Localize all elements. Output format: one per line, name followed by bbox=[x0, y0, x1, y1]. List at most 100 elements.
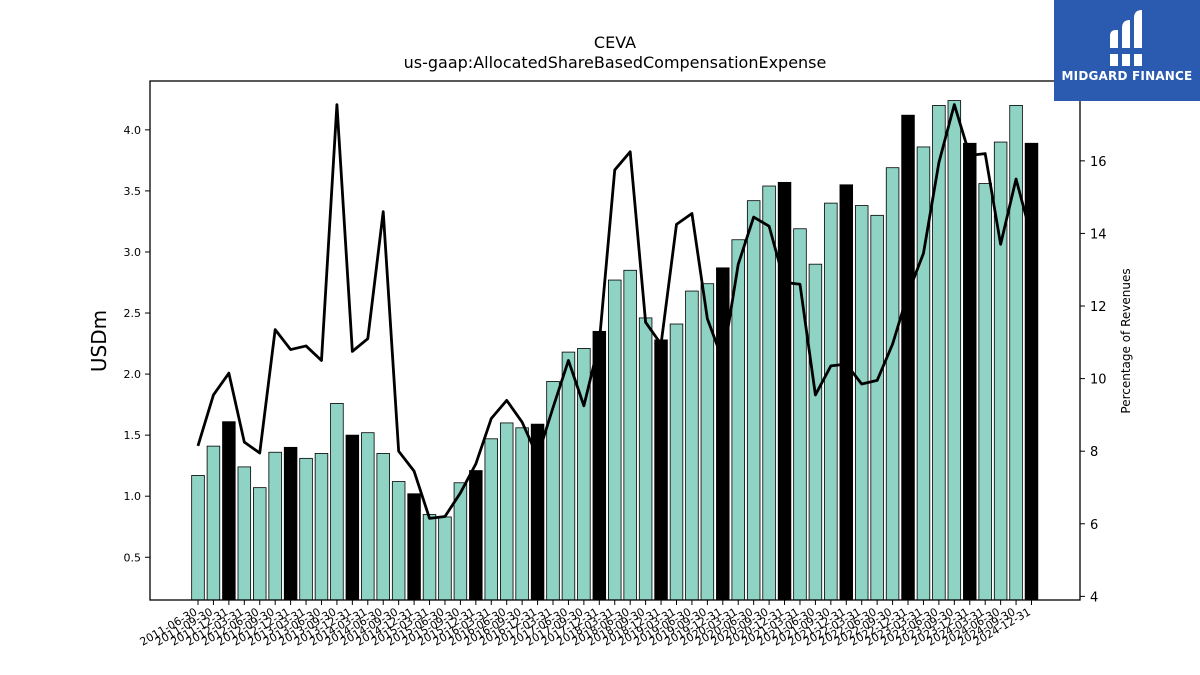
bar-2011-06-30 bbox=[191, 475, 205, 601]
y2-axis: 4 6 8 10 12 14 16 bbox=[1080, 155, 1107, 605]
line-point-2017-03-31 bbox=[552, 407, 554, 409]
line-point-2014-09-30 bbox=[398, 450, 400, 452]
line-point-2023-09-30 bbox=[953, 104, 955, 106]
bar-2018-09-30 bbox=[638, 317, 653, 601]
bar-2015-03-31 bbox=[422, 514, 437, 601]
bar-2019-03-31 bbox=[669, 323, 684, 601]
line-point-2019-06-30 bbox=[691, 212, 693, 214]
line-point-2016-09-30 bbox=[521, 421, 523, 423]
bar-2022-09-30 bbox=[885, 167, 900, 601]
line-point-2022-06-30 bbox=[876, 379, 878, 381]
bar-2020-12-31 bbox=[777, 181, 792, 601]
line-point-2013-06-30 bbox=[320, 359, 322, 361]
bar-2014-06-30 bbox=[376, 453, 390, 601]
line-point-2017-09-30 bbox=[583, 405, 585, 407]
line-point-2024-09-30 bbox=[1015, 178, 1017, 180]
y2-tick-label: 16 bbox=[1090, 155, 1107, 170]
bar-2012-06-30 bbox=[253, 487, 267, 601]
line-point-2021-06-30 bbox=[814, 394, 816, 396]
line-point-2017-12-31 bbox=[598, 341, 600, 343]
bar-2013-06-30 bbox=[314, 453, 329, 601]
line-point-2012-12-31 bbox=[290, 349, 292, 351]
y2-tick-label: 8 bbox=[1090, 445, 1098, 460]
line-point-2023-12-31 bbox=[969, 154, 971, 156]
line-point-2017-06-30 bbox=[567, 359, 569, 361]
y2-tick-label: 6 bbox=[1090, 518, 1098, 533]
line-point-2016-06-30 bbox=[506, 399, 508, 401]
bar-2012-12-31 bbox=[283, 446, 298, 601]
line-point-2024-06-30 bbox=[1000, 243, 1002, 245]
y-tick-label: 2.5 bbox=[124, 307, 142, 320]
bar-2015-12-31 bbox=[469, 470, 483, 601]
x-axis: 2011-06-302011-09-302011-12-312012-03-31… bbox=[138, 600, 1033, 649]
bar-2018-12-31 bbox=[654, 339, 668, 601]
bar-2023-06-30 bbox=[932, 105, 946, 601]
bar-2014-03-31 bbox=[361, 432, 375, 601]
midgard-logo-icon bbox=[1108, 10, 1146, 66]
line-point-2019-12-31 bbox=[722, 359, 724, 361]
bar-2014-09-30 bbox=[391, 481, 406, 601]
bar-2019-12-31 bbox=[716, 267, 730, 601]
line-point-2014-12-31 bbox=[413, 470, 415, 472]
y-axis: 0.5 1.0 1.5 2.0 2.5 3.0 3.5 4.0 bbox=[124, 124, 150, 564]
bar-2018-06-30 bbox=[623, 269, 637, 601]
y-tick-label: 4.0 bbox=[124, 124, 142, 137]
line-point-2014-06-30 bbox=[382, 211, 384, 213]
bar-2018-03-31 bbox=[608, 279, 622, 601]
bar-2023-03-31 bbox=[916, 146, 931, 601]
line-point-2012-09-30 bbox=[274, 329, 276, 331]
brand-logo: MIDGARD FINANCE bbox=[1054, 0, 1200, 101]
line-point-2023-06-30 bbox=[938, 162, 940, 164]
y-tick-label: 1.5 bbox=[124, 429, 142, 442]
line-point-2013-09-30 bbox=[336, 104, 338, 106]
line-group bbox=[196, 103, 1033, 520]
line-point-2011-06-30 bbox=[197, 445, 199, 447]
bar-2013-09-30 bbox=[330, 402, 344, 601]
y-tick-label: 0.5 bbox=[124, 551, 142, 564]
bar-2020-09-30 bbox=[762, 185, 776, 601]
y-axis-label: USDm bbox=[87, 310, 111, 372]
line-point-2016-12-31 bbox=[537, 456, 539, 458]
line-point-2021-09-30 bbox=[830, 365, 832, 367]
line-point-2021-12-31 bbox=[845, 363, 847, 365]
line-point-2019-09-30 bbox=[706, 318, 708, 320]
line-point-2019-03-31 bbox=[675, 223, 677, 225]
bar-2022-03-31 bbox=[854, 205, 869, 601]
line-point-2011-12-31 bbox=[228, 372, 230, 374]
y2-tick-label: 12 bbox=[1090, 300, 1107, 315]
bar-2016-09-30 bbox=[515, 427, 529, 601]
bar-2015-06-30 bbox=[438, 516, 452, 601]
bar-2023-12-31 bbox=[963, 142, 977, 601]
y-tick-label: 3.0 bbox=[124, 246, 142, 259]
bar-2020-06-30 bbox=[746, 200, 761, 601]
y2-axis-label: Percentage of Revenues bbox=[1119, 268, 1133, 413]
bar-2012-09-30 bbox=[268, 451, 282, 601]
line-point-2018-03-31 bbox=[614, 169, 616, 171]
line-point-2011-09-30 bbox=[212, 394, 214, 396]
line-point-2016-03-31 bbox=[490, 418, 492, 420]
bar-2017-12-31 bbox=[592, 330, 607, 601]
y2-tick-label: 10 bbox=[1090, 373, 1107, 388]
y-tick-label: 3.5 bbox=[124, 185, 142, 198]
bar-2023-09-30 bbox=[947, 100, 962, 601]
bar-2014-12-31 bbox=[407, 493, 421, 601]
bar-2011-12-31 bbox=[222, 421, 236, 601]
line-point-2022-12-31 bbox=[907, 292, 909, 294]
line-point-2012-06-30 bbox=[259, 452, 261, 454]
line-point-2021-03-31 bbox=[799, 283, 801, 285]
line-point-2013-03-31 bbox=[305, 345, 307, 347]
line-point-2023-03-31 bbox=[922, 252, 924, 254]
chart-title: CEVA bbox=[594, 33, 636, 52]
line-point-2014-03-31 bbox=[367, 338, 369, 340]
bar-2016-06-30 bbox=[499, 422, 514, 601]
line-point-2015-12-31 bbox=[475, 463, 477, 465]
y2-tick-label: 4 bbox=[1090, 590, 1098, 605]
line-point-2022-03-31 bbox=[861, 383, 863, 385]
y-tick-label: 1.0 bbox=[124, 490, 142, 503]
line-point-2018-09-30 bbox=[645, 321, 647, 323]
line-point-2015-09-30 bbox=[459, 492, 461, 494]
bar-2012-03-31 bbox=[237, 466, 252, 601]
bar-2024-12-31 bbox=[1024, 142, 1039, 601]
logo-text: MIDGARD FINANCE bbox=[1061, 69, 1193, 83]
